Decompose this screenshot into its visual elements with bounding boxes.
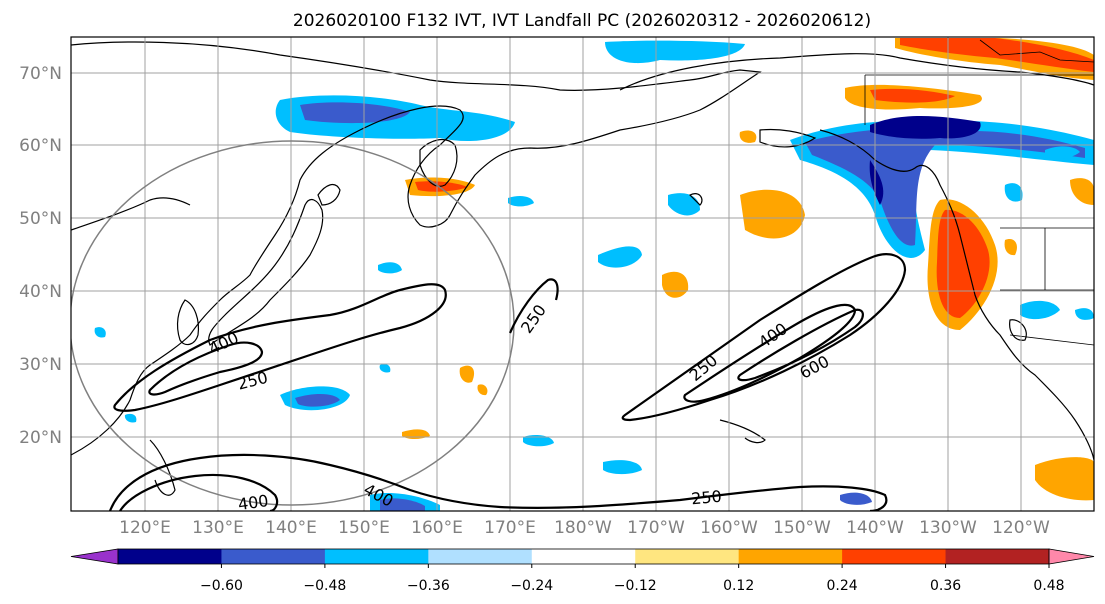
colorbar-outline bbox=[117, 548, 1050, 565]
contour-label: 400 bbox=[237, 491, 270, 514]
lat-label: 70°N bbox=[19, 64, 62, 84]
lon-label: 170°W bbox=[627, 518, 685, 538]
lon-label: 130°E bbox=[192, 518, 244, 538]
lat-label: 50°N bbox=[19, 209, 62, 229]
colorbar-segment bbox=[945, 549, 1050, 564]
lon-label: 120°W bbox=[992, 518, 1050, 538]
colorbar-tick-label: −0.36 bbox=[407, 578, 450, 594]
lon-label: 120°E bbox=[119, 518, 171, 538]
map-border bbox=[70, 36, 1095, 512]
colorbar-segment bbox=[531, 549, 636, 564]
longitude-labels: 120°E 130°E 140°E 150°E 160°E 170°E 180°… bbox=[119, 518, 1050, 538]
lon-label: 160°E bbox=[411, 518, 463, 538]
lon-label: 130°W bbox=[919, 518, 977, 538]
colorbar-tick-label: −0.24 bbox=[510, 578, 553, 594]
colorbar-segment bbox=[738, 549, 843, 564]
lon-label: 150°E bbox=[338, 518, 390, 538]
colorbar-tick-label: −0.60 bbox=[200, 578, 243, 594]
colorbar-segment bbox=[428, 549, 533, 564]
map-panel: 250 250 250 400 400 400 400 600 250 bbox=[71, 37, 1094, 514]
borders bbox=[864, 39, 1094, 346]
contour-label: 250 bbox=[690, 487, 722, 509]
colorbar-tick-label: 0.12 bbox=[723, 578, 754, 594]
ivt-contours bbox=[108, 253, 907, 511]
colorbar-segment bbox=[635, 549, 740, 564]
map-title: 2026020100 F132 IVT, IVT Landfall PC (20… bbox=[293, 11, 871, 31]
lon-label: 160°W bbox=[700, 518, 758, 538]
lat-label: 60°N bbox=[19, 136, 62, 156]
colorbar-extend-max bbox=[1048, 548, 1095, 565]
colorbar-tick-label: 0.24 bbox=[827, 578, 858, 594]
colorbar-extend-min bbox=[70, 548, 119, 565]
lon-label: 150°W bbox=[773, 518, 831, 538]
ivt-shading bbox=[94, 38, 1094, 511]
colorbar-ticks: −0.60 −0.48 −0.36 −0.24 −0.12 0.12 0.24 0.36 0.4… bbox=[200, 564, 1065, 594]
colorbar-tick-label: −0.12 bbox=[614, 578, 657, 594]
colorbar-tick-label: 0.36 bbox=[930, 578, 961, 594]
colorbar-tick-label: −0.48 bbox=[303, 578, 346, 594]
lon-label: 140°E bbox=[265, 518, 317, 538]
colorbar-segment bbox=[221, 549, 326, 564]
colorbar-segment bbox=[118, 549, 222, 564]
coastlines bbox=[71, 41, 1094, 496]
colorbar-segment bbox=[842, 549, 947, 564]
lon-label: 170°E bbox=[484, 518, 536, 538]
lat-label: 20°N bbox=[19, 428, 62, 448]
gridlines bbox=[71, 37, 1094, 511]
lon-label: 180°W bbox=[554, 518, 612, 538]
colorbar bbox=[70, 548, 1095, 565]
lon-label: 140°W bbox=[846, 518, 904, 538]
latitude-labels: 70°N 60°N 50°N 40°N 30°N 20°N bbox=[19, 64, 62, 448]
colorbar-segment bbox=[324, 549, 429, 564]
lat-label: 40°N bbox=[19, 282, 62, 302]
lat-label: 30°N bbox=[19, 355, 62, 375]
colorbar-tick-label: 0.48 bbox=[1033, 578, 1064, 594]
